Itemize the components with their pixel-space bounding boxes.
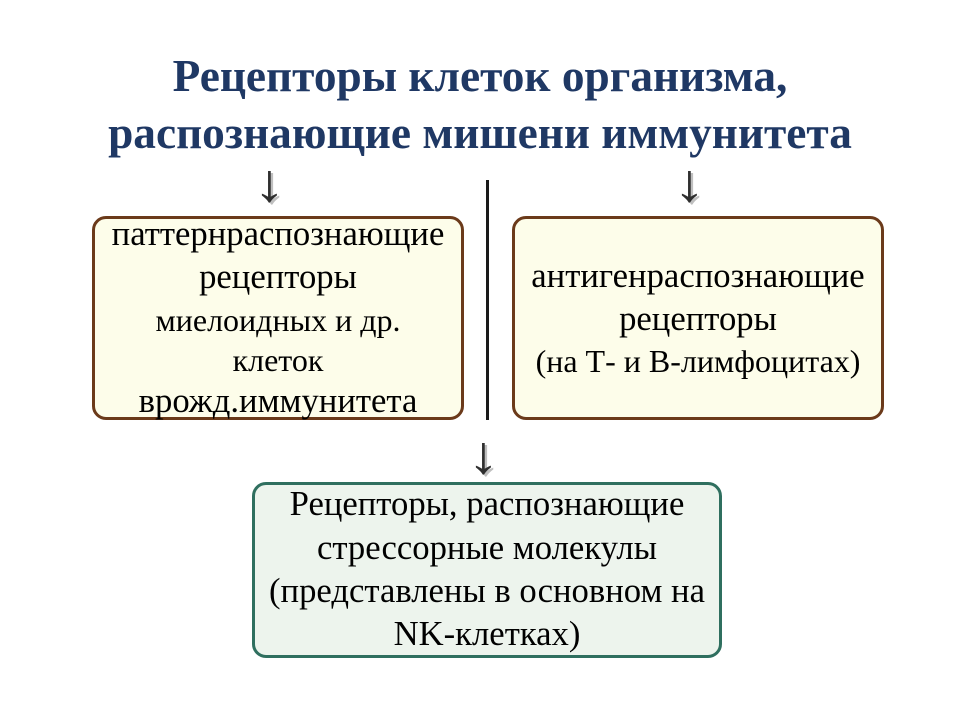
page-title: Рецепторы клеток организма, распознающие… xyxy=(0,48,960,161)
box-left-line-3: миелоидных и др. xyxy=(156,300,401,340)
box-right-line-3: (на Т- и В-лимфоцитах) xyxy=(536,341,861,381)
box-left-line-1: паттернраспознающие xyxy=(112,213,445,256)
box-bottom-line-4: NK-клетках) xyxy=(394,613,581,656)
arrow-down-icon: ↓ xyxy=(253,152,285,214)
title-line-1: Рецепторы клеток организма, xyxy=(173,51,788,101)
box-left-line-2: рецепторы xyxy=(199,256,357,299)
title-line-2: распознающие мишени иммунитета xyxy=(108,108,852,158)
diagram-canvas: { "title": { "line1": "Рецепторы клеток … xyxy=(0,0,960,720)
arrow-down-icon: ↓ xyxy=(673,152,705,214)
arrow-down-icon: ↓ xyxy=(467,424,499,486)
box-left-line-4: клеток xyxy=(233,340,324,380)
box-bottom-line-2: стрессорные молекулы xyxy=(317,527,657,570)
box-bottom-line-1: Рецепторы, распознающие xyxy=(290,483,685,526)
box-pattern-recognizing: паттернраспознающие рецепторы миелоидных… xyxy=(92,216,464,420)
box-right-line-2: рецепторы xyxy=(619,298,777,341)
box-bottom-line-3: (представлены в основном на xyxy=(269,570,705,613)
center-divider xyxy=(486,180,489,420)
box-left-line-5: врожд.иммунитета xyxy=(139,380,418,423)
box-right-line-1: антигенраспознающие xyxy=(531,255,864,298)
box-stress-receptors: Рецепторы, распознающие стрессорные моле… xyxy=(252,482,722,658)
box-antigen-recognizing: антигенраспознающие рецепторы (на Т- и В… xyxy=(512,216,884,420)
